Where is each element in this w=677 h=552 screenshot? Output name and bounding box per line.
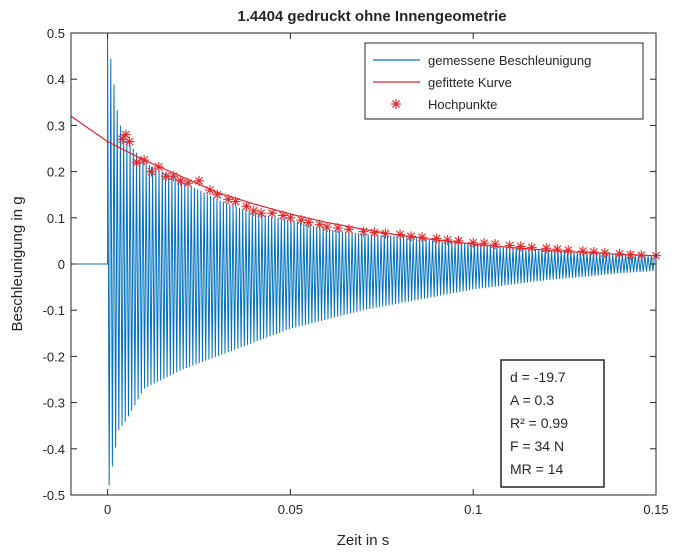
peak-marker [124, 136, 135, 147]
peak-marker [153, 161, 164, 172]
legend: gemessene Beschleunigung gefittete Kurve… [364, 42, 644, 120]
peak-marker [431, 233, 442, 244]
peak-marker [296, 215, 307, 226]
peak-marker [369, 227, 380, 238]
peak-marker [332, 222, 343, 233]
y-tick-label: -0.3 [43, 396, 65, 411]
peak-marker [625, 249, 636, 260]
peak-marker [515, 241, 526, 252]
peak-marker [490, 239, 501, 250]
chart-title: 1.4404 gedruckt ohne Innengeometrie [237, 8, 506, 25]
y-tick-label: 0 [58, 257, 65, 272]
annotation-line-damping: d = -19.7 [510, 369, 566, 385]
peak-marker [230, 196, 241, 207]
x-tick-label: 0.15 [643, 502, 668, 517]
peak-marker [241, 201, 252, 212]
peak-marker [599, 247, 610, 258]
y-tick-label: -0.4 [43, 442, 65, 457]
peak-marker [146, 166, 157, 177]
annotation-line-amplitude: A = 0.3 [510, 392, 554, 408]
peak-marker [468, 237, 479, 248]
y-axis-label: Beschleunigung in g [9, 196, 26, 331]
peak-marker [504, 240, 515, 251]
peak-marker [120, 129, 131, 140]
peak-marker [267, 208, 278, 219]
legend-box [364, 42, 644, 120]
peak-marker [168, 171, 179, 182]
series-measured [71, 32, 656, 486]
peak-marker [406, 231, 417, 242]
peak-marker [321, 222, 332, 233]
annotation-line-r-squared: R² = 0.99 [510, 415, 568, 431]
y-tick-label: -0.5 [43, 488, 65, 503]
x-axis-label: Zeit in s [337, 532, 390, 549]
peak-marker [614, 248, 625, 259]
annotation-box: d = -19.7 A = 0.3 R² = 0.99 F = 34 N MR … [500, 359, 605, 488]
x-tick-label: 0.1 [464, 502, 482, 517]
peak-marker [204, 185, 215, 196]
legend-label-fit: gefittete Kurve [428, 75, 512, 90]
peak-marker [577, 246, 588, 257]
peak-marker [442, 234, 453, 245]
peak-marker [193, 175, 204, 186]
peak-marker [278, 210, 289, 221]
peak-marker [552, 244, 563, 255]
peak-marker [453, 235, 464, 246]
peak-marker [212, 189, 223, 200]
series-layer [70, 32, 661, 486]
legend-label-peaks: Hochpunkte [428, 97, 497, 112]
peak-marker [541, 243, 552, 254]
legend-swatch-peaks [391, 99, 401, 109]
peak-marker [563, 245, 574, 256]
legend-label-measured: gemessene Beschleunigung [428, 53, 591, 68]
peak-marker [395, 229, 406, 240]
peak-marker [303, 217, 314, 228]
annotation-line-force: F = 34 N [510, 438, 564, 454]
peak-marker [139, 155, 150, 166]
peak-marker [223, 194, 234, 205]
y-tick-label: 0.5 [47, 26, 65, 41]
annotation-frame [500, 359, 605, 488]
peak-marker [526, 242, 537, 253]
annotation-line-mr: MR = 14 [510, 461, 564, 477]
peak-marker [161, 171, 172, 182]
y-tick-label: -0.2 [43, 349, 65, 364]
peak-marker [588, 246, 599, 257]
peak-marker [175, 175, 186, 186]
series-measured-line [71, 32, 656, 486]
y-tick-label: -0.1 [43, 303, 65, 318]
y-tick-label: 0.4 [47, 72, 65, 87]
peak-marker [479, 238, 490, 249]
y-tick-label: 0.3 [47, 118, 65, 133]
y-tick-label: 0.2 [47, 165, 65, 180]
series-peaks [117, 129, 661, 261]
peak-marker [131, 157, 142, 168]
peak-marker [636, 250, 647, 261]
peak-marker [256, 208, 267, 219]
peak-marker [248, 205, 259, 216]
y-tick-label: 0.1 [47, 211, 65, 226]
peak-marker [314, 219, 325, 230]
peak-marker [183, 178, 193, 189]
ticks-layer: -0.5 -0.4 -0.3 -0.2 -0.1 0 0.1 0.2 0.3 0.4 0.5 0 0.0… [43, 26, 669, 517]
x-tick-label: 0.05 [278, 502, 303, 517]
peak-marker [343, 224, 354, 235]
peak-marker [417, 232, 427, 243]
x-tick-label: 0 [104, 502, 111, 517]
peak-marker [285, 212, 296, 223]
peak-marker [380, 228, 391, 239]
peak-marker [358, 226, 369, 237]
